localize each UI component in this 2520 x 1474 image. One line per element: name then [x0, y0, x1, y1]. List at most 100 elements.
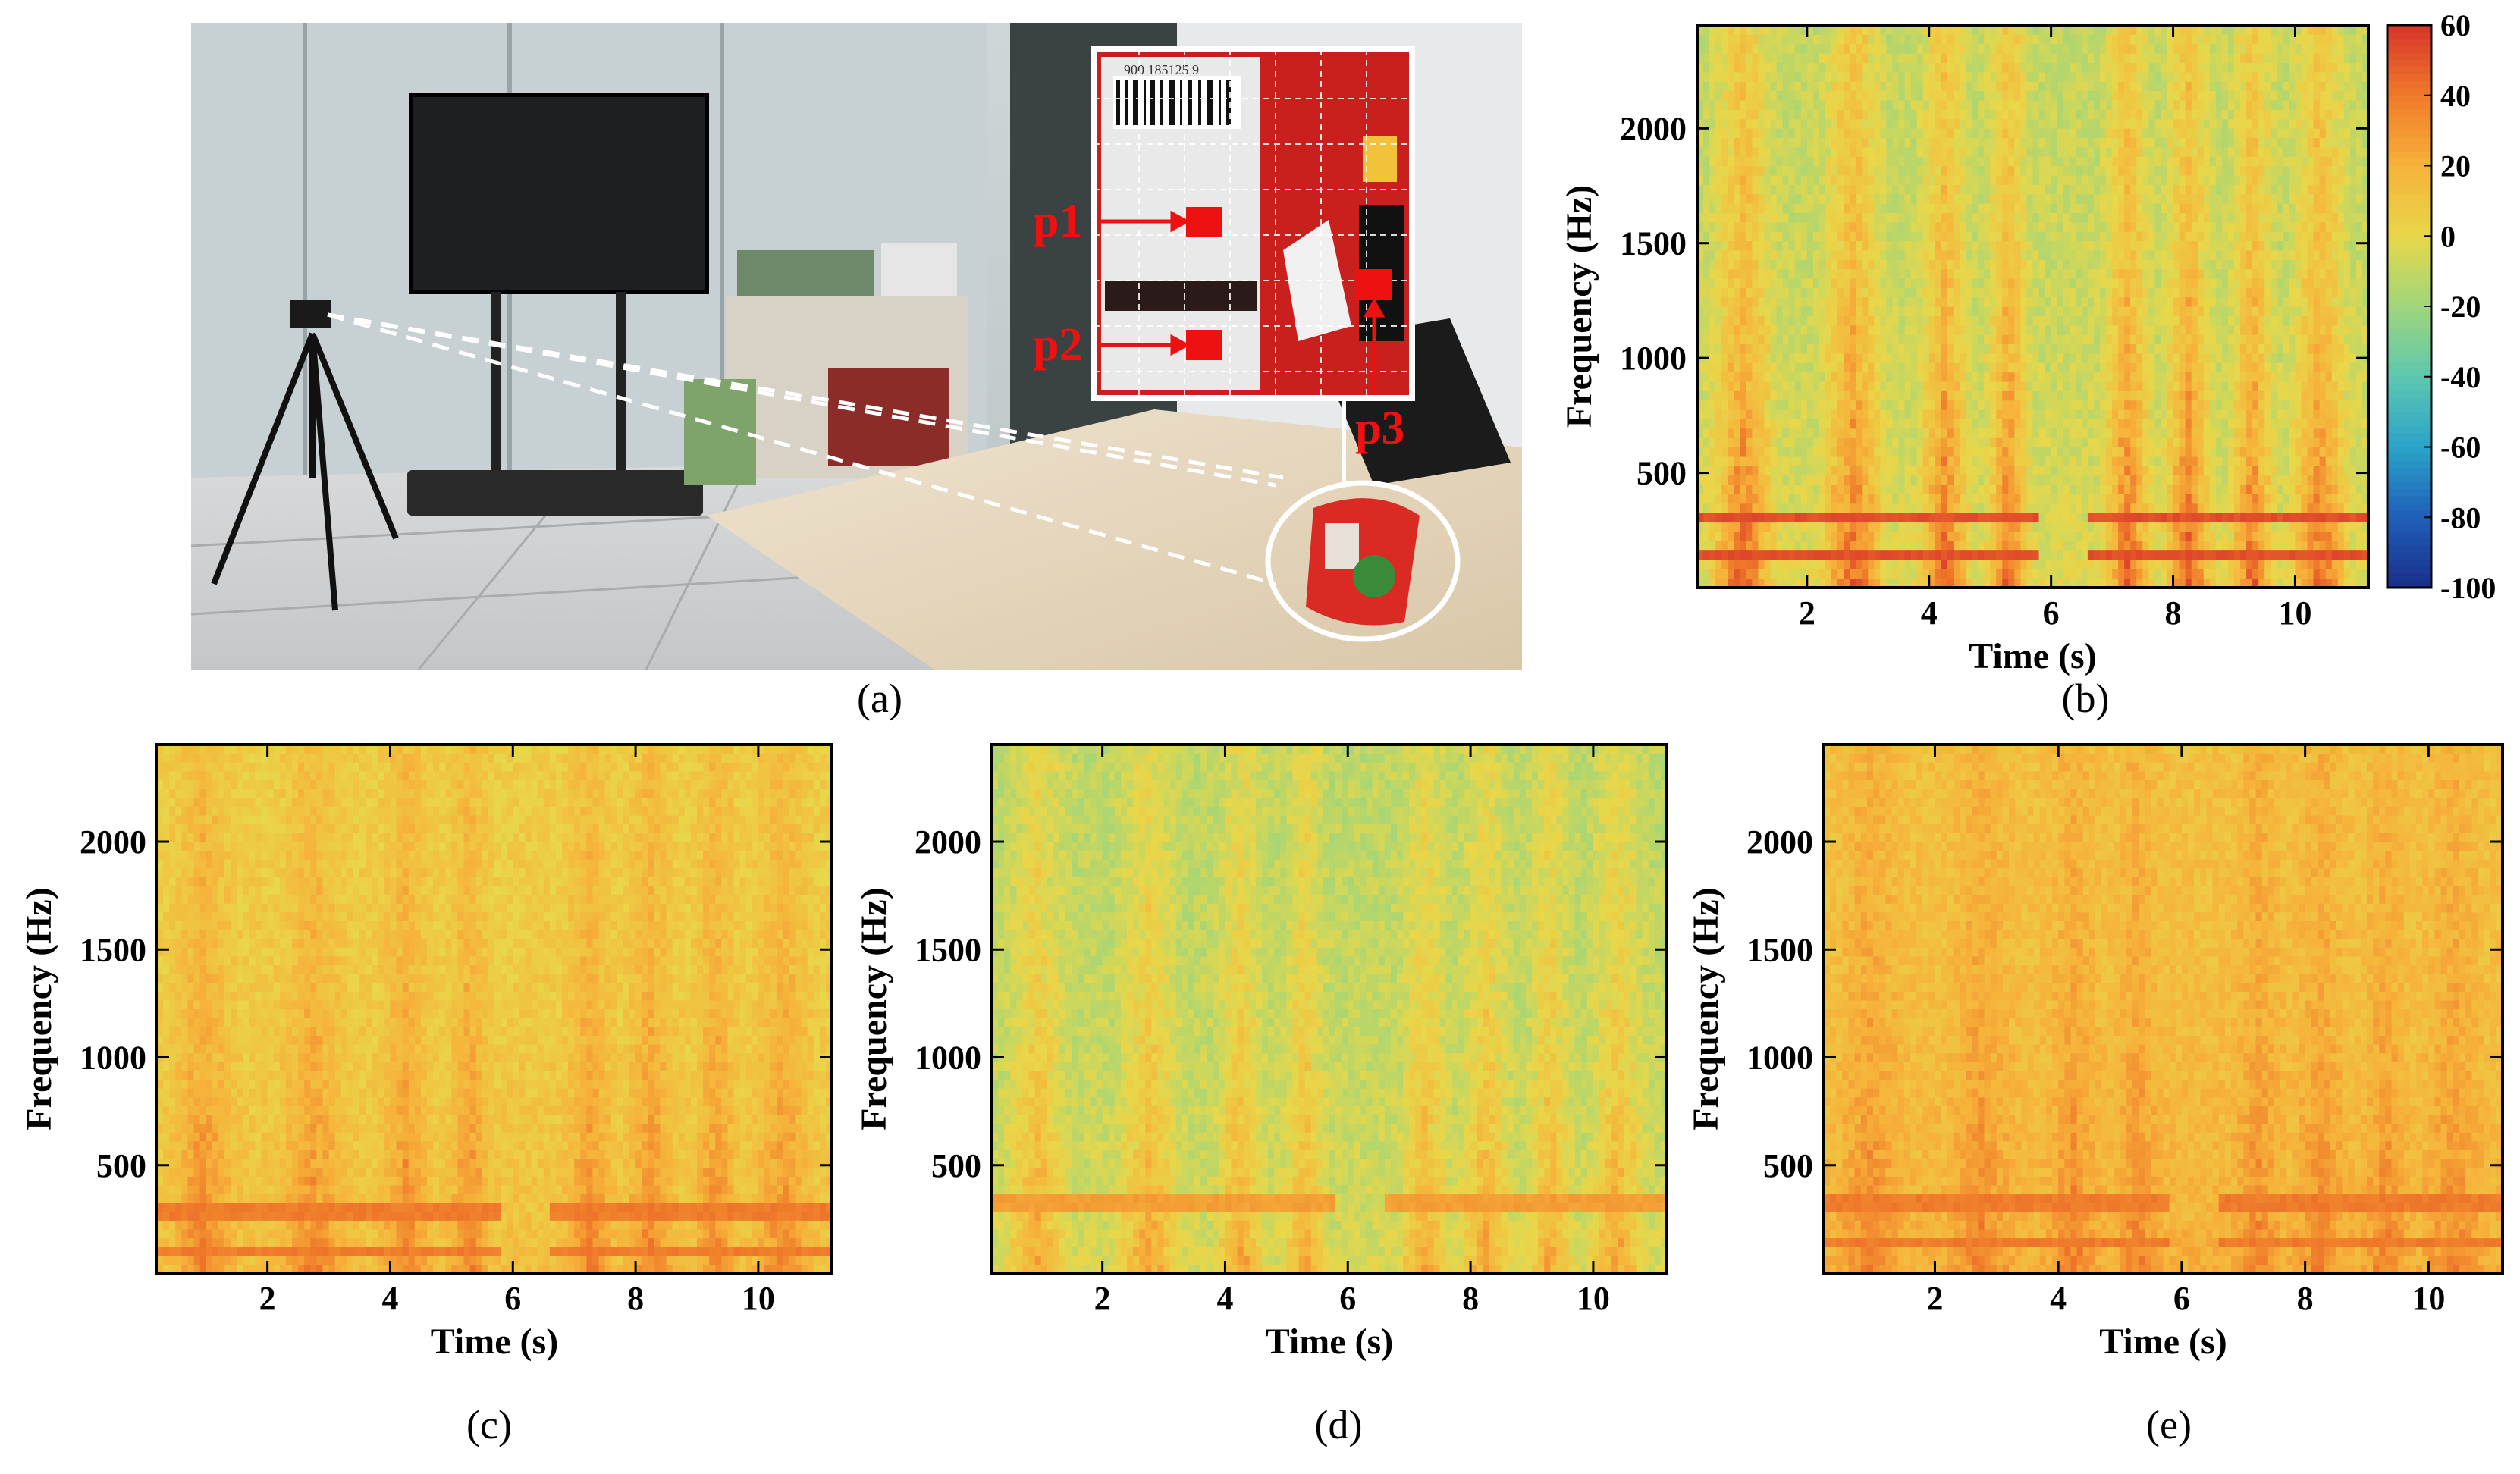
- heatmap-cell: [2087, 81, 2095, 92]
- heatmap-cell: [2173, 296, 2180, 307]
- heatmap-cell: [2118, 325, 2125, 335]
- heatmap-cell: [2173, 325, 2180, 335]
- heatmap-cell: [1831, 268, 1838, 279]
- heatmap-cell: [1844, 325, 1850, 335]
- heatmap-cell: [1812, 109, 1820, 120]
- heatmap-cell: [1941, 447, 1948, 457]
- heatmap-cell: [2112, 578, 2119, 588]
- heatmap-cell: [1916, 287, 1924, 298]
- heatmap-cell: [1844, 550, 1850, 560]
- heatmap-cell: [2038, 325, 2046, 335]
- heatmap-cell: [1831, 62, 1838, 73]
- heatmap-cell: [1892, 503, 1900, 513]
- heatmap-cell: [1697, 578, 1704, 588]
- heatmap-cell: [2069, 362, 2076, 373]
- heatmap-cell: [2112, 193, 2119, 204]
- heatmap-cell: [1984, 531, 1991, 541]
- heatmap-cell: [1880, 109, 1888, 120]
- heatmap-cell: [2154, 165, 2162, 176]
- heatmap-cell: [1794, 53, 1802, 64]
- heatmap-cell: [1764, 569, 1772, 579]
- heatmap-cell: [2063, 278, 2070, 288]
- heatmap-cell: [1990, 353, 1997, 363]
- heatmap-cell: [1990, 221, 1997, 232]
- heatmap-cell: [1868, 202, 1875, 213]
- heatmap-cell: [1844, 174, 1850, 185]
- heatmap-cell: [1758, 400, 1765, 410]
- heatmap-cell: [2063, 240, 2070, 251]
- heatmap-cell: [2093, 221, 2101, 232]
- heatmap-cell: [1862, 53, 1869, 64]
- heatmap-cell: [1959, 118, 1966, 129]
- heatmap-cell: [1752, 522, 1759, 532]
- heatmap-cell: [2014, 34, 2022, 45]
- heatmap-cell: [2093, 202, 2101, 213]
- heatmap-cell: [2100, 212, 2107, 223]
- heatmap-cell: [2002, 362, 2009, 373]
- heatmap-cell: [2197, 240, 2205, 251]
- heatmap-cell: [2154, 419, 2162, 429]
- heatmap-cell: [1703, 99, 1710, 110]
- heatmap-cell: [2161, 268, 2168, 279]
- heatmap-cell: [1728, 475, 1734, 485]
- heatmap-cell: [2020, 212, 2028, 223]
- heatmap-cell: [1862, 372, 1869, 382]
- heatmap-cell: [1782, 259, 1790, 270]
- heatmap-cell: [2142, 315, 2149, 326]
- heatmap-cell: [2185, 381, 2192, 391]
- heatmap-cell: [2081, 372, 2088, 382]
- heatmap-cell: [1734, 287, 1740, 298]
- heatmap-cell: [1868, 221, 1875, 232]
- heatmap-cell: [2038, 62, 2046, 73]
- heatmap-cell: [2142, 118, 2149, 129]
- heatmap-cell: [2136, 541, 2143, 551]
- heatmap-cell: [1728, 503, 1734, 513]
- heatmap-cell: [2014, 53, 2022, 64]
- heatmap-cell: [2081, 484, 2088, 494]
- heatmap-cell: [1764, 34, 1772, 45]
- heatmap-cell: [2075, 306, 2082, 316]
- heatmap-cell: [1904, 475, 1912, 485]
- heatmap-cell: [2148, 99, 2156, 110]
- heatmap-cell: [2185, 569, 2192, 579]
- heatmap-cell: [2100, 447, 2107, 457]
- heatmap-cell: [2148, 62, 2156, 73]
- heatmap-cell: [1874, 390, 1881, 401]
- heatmap-cell: [1910, 71, 1918, 82]
- heatmap-cell: [1794, 315, 1802, 326]
- heatmap-cell: [2075, 334, 2082, 345]
- heatmap-cell: [1984, 268, 1991, 279]
- heatmap-cell: [1776, 372, 1784, 382]
- heatmap-cell: [2106, 90, 2113, 101]
- heatmap-cell: [2057, 447, 2064, 457]
- heatmap-cell: [2093, 372, 2101, 382]
- heatmap-cell: [1996, 306, 2003, 316]
- heatmap-cell: [1898, 212, 1906, 223]
- heatmap-cell: [2069, 466, 2076, 476]
- heatmap-cell: [1898, 437, 1906, 448]
- heatmap-cell: [1715, 503, 1722, 513]
- heatmap-cell: [2142, 146, 2149, 157]
- heatmap-cell: [1922, 109, 1930, 120]
- heatmap-cell: [1812, 99, 1820, 110]
- heatmap-cell: [1776, 137, 1784, 148]
- heatmap-cell: [2038, 315, 2046, 326]
- heatmap-cell: [2002, 165, 2009, 176]
- heatmap-cell: [1837, 419, 1844, 429]
- heatmap-cell: [2179, 25, 2186, 35]
- heatmap-cell: [1697, 569, 1704, 579]
- heatmap-cell: [1703, 212, 1710, 223]
- heatmap-cell: [1959, 466, 1966, 476]
- heatmap-cell: [2087, 494, 2095, 504]
- heatmap-cell: [1898, 353, 1906, 363]
- heatmap-cell: [1990, 362, 1997, 373]
- heatmap-cell: [1844, 306, 1850, 316]
- heatmap-cell: [1776, 81, 1784, 92]
- heatmap-cell: [1715, 278, 1722, 288]
- heatmap-cell: [1886, 437, 1894, 448]
- heatmap-cell: [2118, 419, 2125, 429]
- heatmap-cell: [2112, 53, 2119, 64]
- heatmap-cell: [2063, 184, 2070, 195]
- heatmap-cell: [2161, 34, 2168, 45]
- heatmap-cell: [2045, 315, 2052, 326]
